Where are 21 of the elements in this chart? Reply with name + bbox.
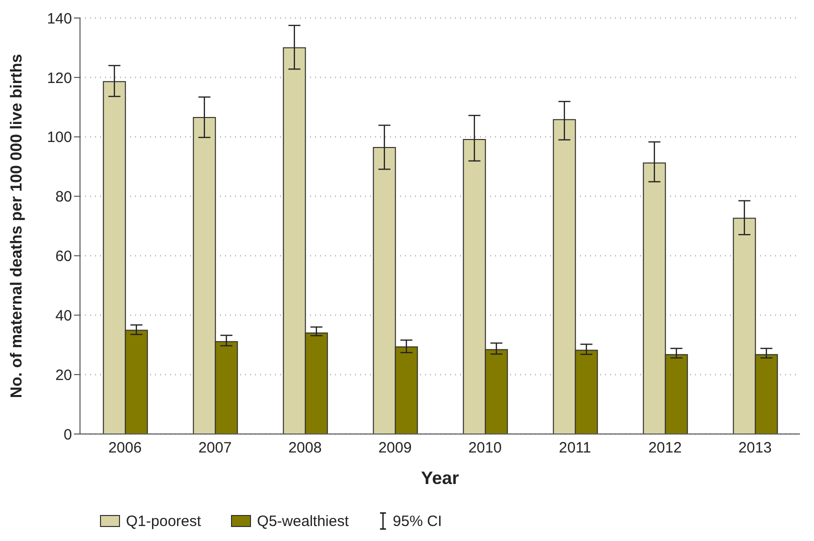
legend-label: Q1-poorest (126, 512, 202, 530)
text: 95% CI (392, 512, 442, 530)
x-tick-label: 2011 (558, 440, 592, 457)
x-tick-label: 2010 (468, 440, 502, 457)
x-tick-label: 2008 (288, 440, 322, 457)
y-tick-label: 60 (55, 248, 72, 266)
x-tick-label: 2006 (108, 440, 142, 457)
x-tick-label: 2012 (648, 440, 682, 457)
x-tick-label: 2007 (198, 440, 232, 457)
x-axis-title: Year (420, 468, 460, 488)
y-tick-label: 140 (46, 10, 72, 28)
x-tick-label: 2009 (378, 440, 412, 457)
y-tick-label: 20 (55, 366, 72, 384)
y-tick-label: 80 (55, 188, 72, 206)
y-tick-label: 40 (55, 307, 72, 324)
y-tick-label: 100 (46, 129, 72, 146)
legend-label: Q5-wealthiest (257, 512, 349, 530)
y-axis-title: No. of maternal deaths per 100 000 live births (8, 54, 26, 398)
y-tick-label: 0 (64, 426, 72, 444)
x-tick-label: 2013 (738, 440, 772, 457)
y-tick-label: 120 (46, 70, 72, 87)
